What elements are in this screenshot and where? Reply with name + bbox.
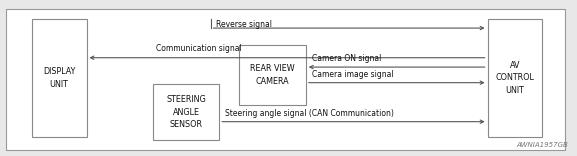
Bar: [32, 19, 87, 137]
Text: Steering angle signal (CAN Communication): Steering angle signal (CAN Communication…: [225, 109, 394, 118]
Text: Camera image signal: Camera image signal: [312, 70, 393, 79]
Text: STEERING
ANGLE
SENSOR: STEERING ANGLE SENSOR: [166, 95, 206, 129]
Text: AV
CONTROL
UNIT: AV CONTROL UNIT: [496, 61, 534, 95]
Text: Reverse signal: Reverse signal: [216, 20, 272, 29]
Text: DISPLAY
UNIT: DISPLAY UNIT: [43, 67, 76, 89]
Text: AWNIA1957GB: AWNIA1957GB: [516, 142, 568, 148]
Bar: [488, 19, 542, 137]
Text: REAR VIEW
CAMERA: REAR VIEW CAMERA: [250, 64, 295, 86]
Text: Camera ON signal: Camera ON signal: [312, 54, 381, 63]
Bar: [153, 84, 219, 140]
Bar: [239, 45, 306, 105]
Text: Communication signal: Communication signal: [156, 44, 242, 53]
